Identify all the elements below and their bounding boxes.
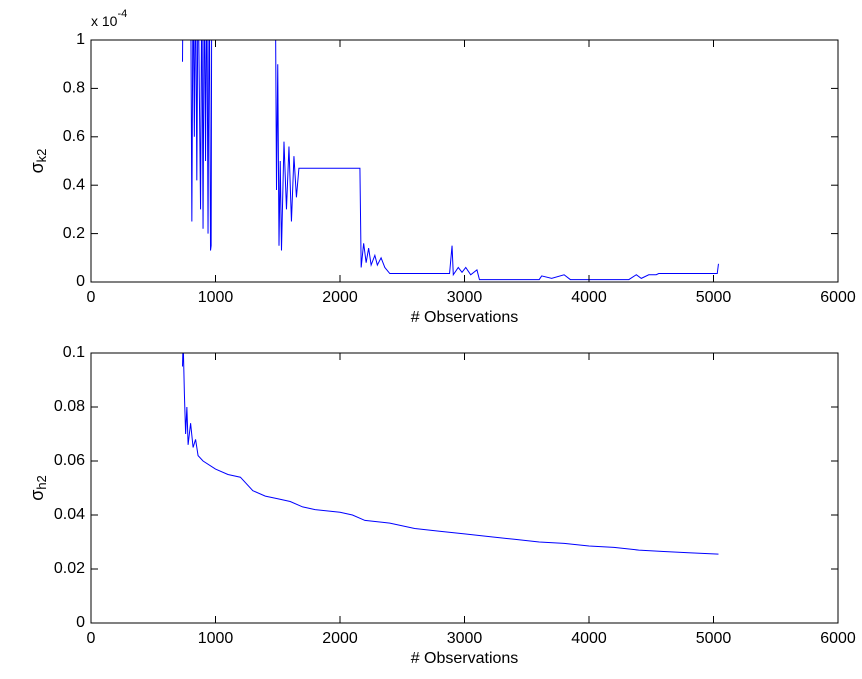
y-tick-label: 0.4 [63,176,85,193]
y-tick-label: 0.02 [54,560,85,577]
x-tick-label: 4000 [571,289,607,306]
y-axis-label: σk2 [27,149,50,174]
x-tick-label: 1000 [198,630,234,647]
x-tick-label: 2000 [322,630,358,647]
y-tick-label: 0.1 [63,344,85,361]
y-tick-label: 0.08 [54,398,85,415]
x-axis-label: # Observations [411,650,519,667]
data-line [182,353,719,555]
y-multiplier-base: x 10 [91,13,118,29]
y-axis-label-text: σk2 [27,149,50,174]
y-label-symbol: σ [27,490,47,501]
plot-area [91,40,838,282]
y-tick-label: 0 [76,614,85,631]
y-tick-label: 0.6 [63,128,85,145]
y-tick-label: 0.2 [63,225,85,242]
plot-area [91,353,838,623]
y-tick-label: 1 [76,31,85,48]
y-tick-label: 0 [76,273,85,290]
x-tick-label: 5000 [696,289,732,306]
x-tick-label: 0 [87,289,96,306]
y-axis-label: σh2 [27,475,50,501]
x-tick-label: 6000 [820,630,856,647]
x-tick-label: 2000 [322,289,358,306]
y-axis-label-text: σh2 [27,475,50,501]
x-tick-label: 5000 [696,630,732,647]
y-label-subscript: k2 [34,149,49,163]
y-multiplier-exp: -4 [117,8,127,20]
data-line [182,40,719,281]
x-tick-label: 6000 [820,289,856,306]
x-tick-label: 0 [87,630,96,647]
x-axis-label: # Observations [411,309,519,326]
x-tick-label: 3000 [447,630,483,647]
y-label-symbol: σ [27,162,47,173]
x-tick-label: 3000 [447,289,483,306]
y-multiplier: x 10-4 [91,8,127,29]
y-label-subscript: h2 [34,475,49,489]
x-tick-label: 1000 [198,289,234,306]
y-tick-label: 0.06 [54,452,85,469]
y-tick-label: 0.04 [54,506,85,523]
x-tick-label: 4000 [571,630,607,647]
y-tick-label: 0.8 [63,80,85,97]
